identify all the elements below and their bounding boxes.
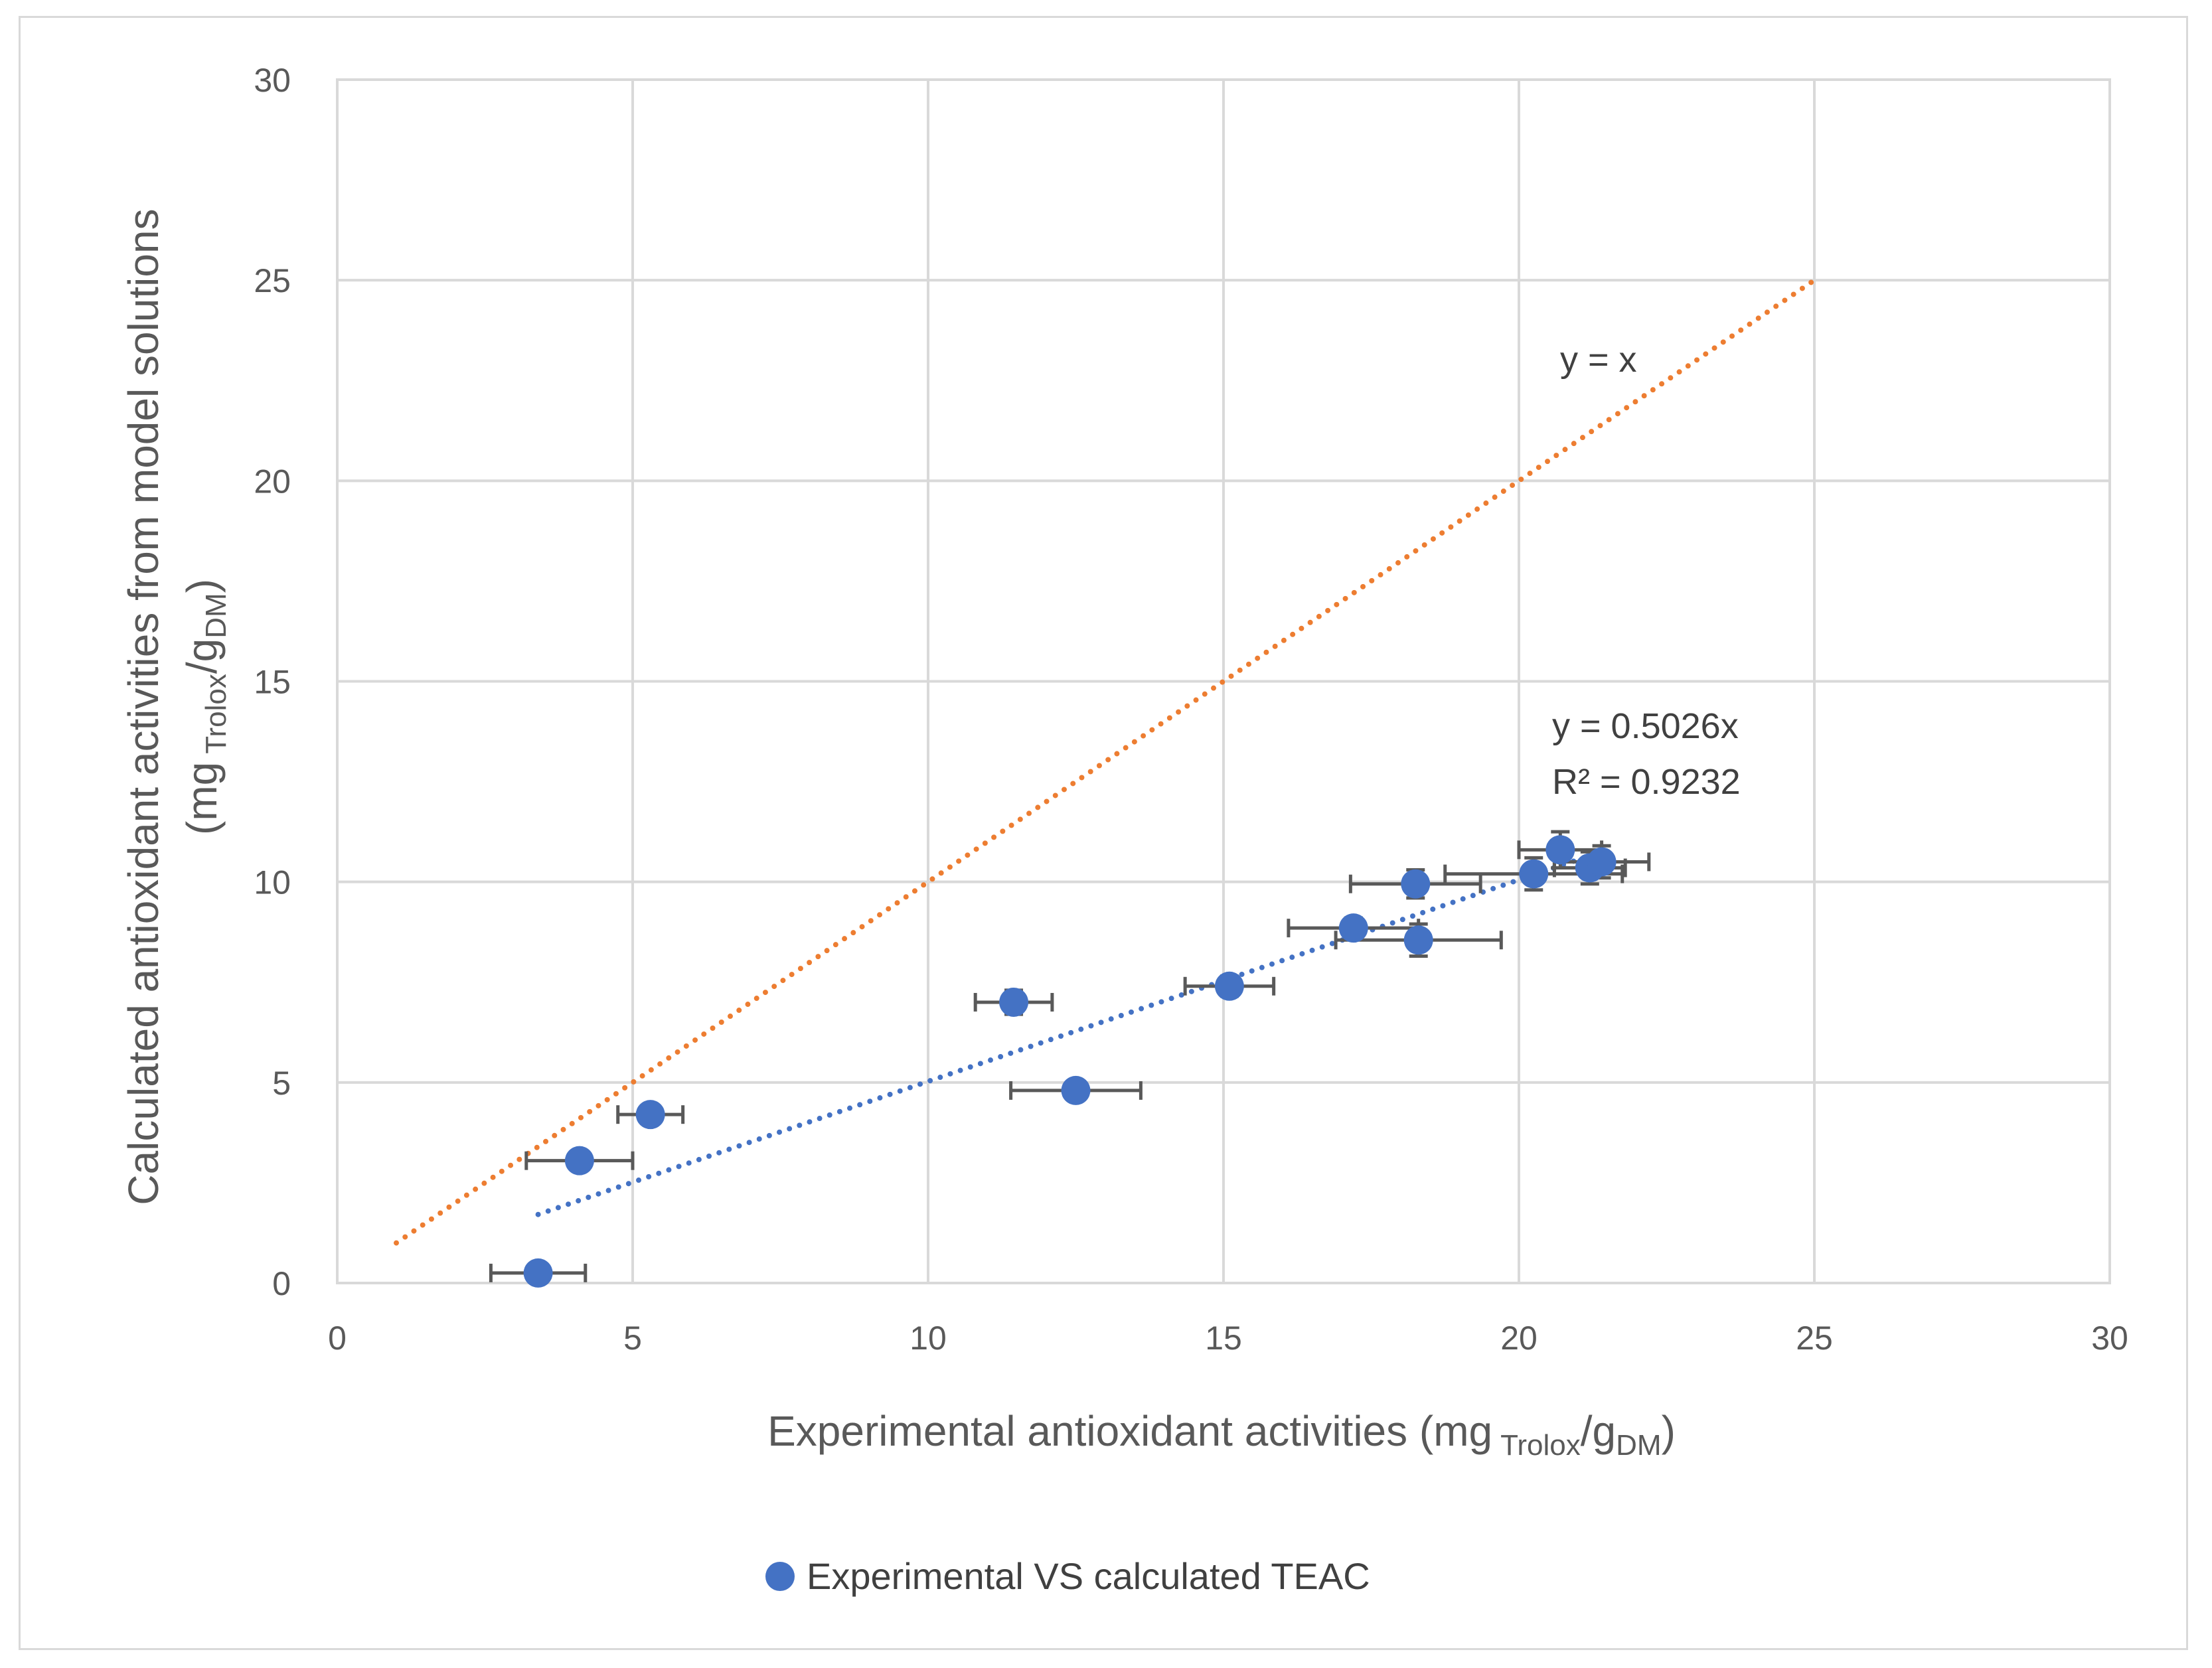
x-tick-20: 20 — [1500, 1320, 1538, 1357]
x-tick-labels: 0 5 10 15 20 25 30 — [328, 1320, 2128, 1357]
data-points — [523, 835, 1617, 1288]
x-tick-25: 25 — [1796, 1320, 1833, 1357]
x-tick-0: 0 — [328, 1320, 347, 1357]
data-point-3 — [999, 987, 1029, 1017]
data-point-9 — [1519, 859, 1549, 889]
y-tick-20: 20 — [254, 463, 291, 500]
legend: Experimental VS calculated TEAC — [765, 1555, 1370, 1597]
data-point-8 — [1403, 925, 1433, 955]
x-tick-10: 10 — [909, 1320, 947, 1357]
data-point-6 — [1338, 913, 1368, 943]
legend-label: Experimental VS calculated TEAC — [807, 1555, 1370, 1597]
reference-line-label: y = x — [1560, 340, 1637, 380]
data-point-0 — [523, 1258, 553, 1288]
linear-trendline — [535, 849, 1605, 1217]
legend-marker — [765, 1562, 795, 1591]
y-tick-15: 15 — [254, 664, 291, 701]
chart-frame — [19, 16, 2188, 1650]
y-tick-25: 25 — [254, 262, 291, 299]
data-point-4 — [1061, 1075, 1091, 1105]
reference-and-trend-lines — [394, 277, 1817, 1246]
plot-area-border — [336, 78, 2111, 1284]
y-tick-labels: 0 5 10 15 20 25 30 — [254, 62, 291, 1302]
y-tick-5: 5 — [272, 1065, 291, 1102]
error-bars — [489, 830, 1651, 1282]
data-point-2 — [635, 1100, 665, 1130]
data-point-5 — [1214, 971, 1244, 1001]
data-point-7 — [1401, 869, 1431, 899]
x-tick-15: 15 — [1205, 1320, 1242, 1357]
x-axis-title: Experimental antioxidant activities (mg T… — [767, 1407, 1676, 1462]
y-tick-0: 0 — [272, 1265, 291, 1302]
y-axis-title-line1: Calculated antioxidant activities from m… — [119, 208, 167, 1205]
y-axis-title: Calculated antioxidant activities from m… — [119, 208, 232, 1205]
y-tick-30: 30 — [254, 62, 291, 99]
data-point-1 — [564, 1146, 594, 1175]
x-tick-30: 30 — [2091, 1320, 2128, 1357]
data-point-10 — [1545, 835, 1575, 865]
x-tick-5: 5 — [623, 1320, 642, 1357]
trendline-r2: R² = 0.9232 — [1552, 762, 1741, 802]
trendline-equation: y = 0.5026x — [1552, 706, 1739, 746]
y-tick-10: 10 — [254, 864, 291, 901]
y-axis-title-line2: (mgTrolox/gDM) — [178, 579, 232, 835]
reference-line-y-equals-x — [394, 277, 1817, 1246]
data-point-12 — [1587, 847, 1617, 877]
